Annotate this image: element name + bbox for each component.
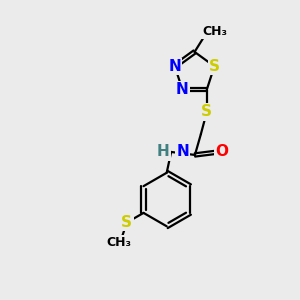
Text: N: N bbox=[176, 145, 189, 160]
Text: CH₃: CH₃ bbox=[202, 25, 227, 38]
Text: H: H bbox=[157, 145, 170, 160]
Text: N: N bbox=[168, 59, 181, 74]
Text: S: S bbox=[201, 104, 212, 119]
Text: N: N bbox=[176, 82, 189, 97]
Text: S: S bbox=[121, 215, 132, 230]
Text: O: O bbox=[215, 145, 228, 160]
Text: S: S bbox=[209, 59, 220, 74]
Text: CH₃: CH₃ bbox=[107, 236, 132, 249]
